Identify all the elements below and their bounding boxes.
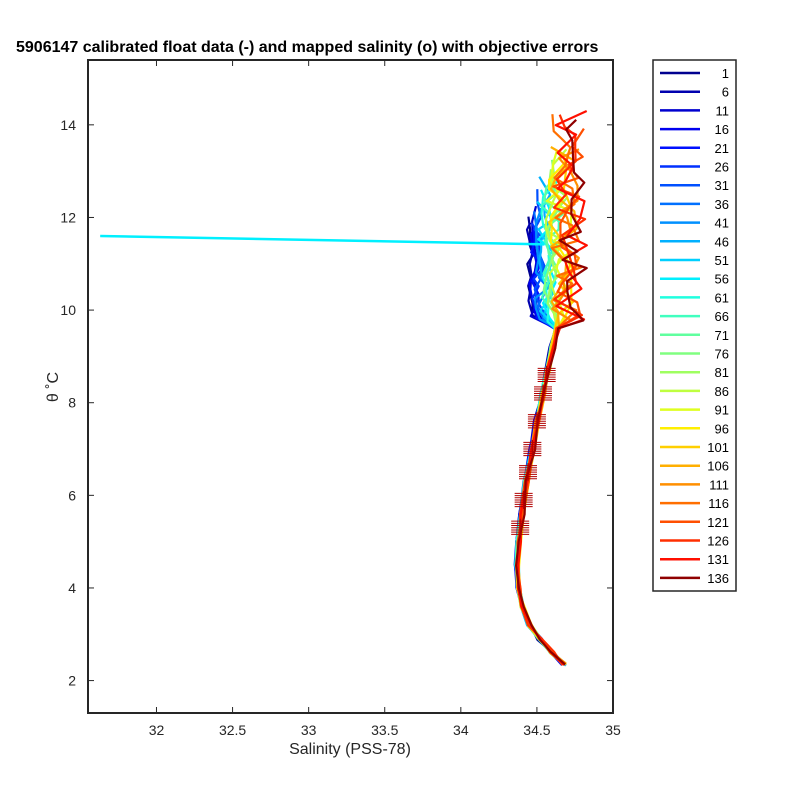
y-axis-label: θ ˚C: [45, 372, 62, 402]
legend-label: 96: [715, 421, 729, 436]
y-tick-label: 10: [60, 302, 76, 318]
legend-label: 71: [715, 328, 729, 343]
x-tick-label: 34.5: [523, 722, 550, 738]
legend-label: 81: [715, 365, 729, 380]
legend-label: 111: [709, 477, 729, 492]
legend-label: 16: [715, 122, 729, 137]
legend-label: 86: [715, 384, 729, 399]
legend-label: 106: [707, 459, 729, 474]
legend-label: 61: [715, 290, 729, 305]
legend-label: 51: [715, 253, 729, 268]
legend-box: [652, 59, 737, 592]
y-tick-label: 6: [68, 487, 76, 503]
plot-area: [88, 60, 613, 713]
outlier-segment: [100, 234, 545, 246]
x-tick-label: 33.5: [371, 722, 398, 738]
legend-label: 11: [716, 103, 730, 118]
legend-label: 66: [715, 309, 729, 324]
y-tick-label: 4: [68, 580, 76, 596]
legend-label: 136: [707, 571, 729, 586]
y-tick-label: 12: [60, 209, 76, 225]
legend-label: 131: [707, 552, 729, 567]
x-axis-label: Salinity (PSS-78): [289, 741, 411, 758]
legend-label: 116: [708, 496, 729, 511]
x-tick-label: 32: [149, 722, 165, 738]
profile-line: [515, 119, 588, 666]
legend-label: 91: [715, 403, 729, 418]
legend-label: 76: [715, 347, 729, 362]
legend-label: 31: [715, 178, 729, 193]
legend-label: 41: [715, 216, 729, 231]
y-axis: 2 4 6 8 10 12 14: [60, 117, 613, 689]
legend-label: 121: [707, 515, 729, 530]
chart-title: 5906147 calibrated float data (-) and ma…: [16, 39, 598, 56]
legend-label: 26: [715, 160, 729, 175]
y-tick-label: 14: [60, 117, 76, 133]
data-layer: [100, 109, 588, 667]
legend-label: 56: [715, 272, 729, 287]
x-tick-label: 32.5: [219, 722, 246, 738]
legend-label: 6: [722, 85, 729, 100]
legend-label: 46: [715, 234, 729, 249]
legend-label: 126: [707, 534, 729, 549]
x-tick-label: 35: [605, 722, 621, 738]
x-axis: 32 32.5 33 33.5 34 34.5 35: [149, 60, 621, 738]
legend-label: 36: [715, 197, 729, 212]
legend-label: 1: [722, 66, 729, 81]
y-tick-label: 8: [68, 395, 76, 411]
legend-label: 101: [707, 440, 729, 455]
y-tick-label: 2: [68, 673, 76, 689]
legend: 1611162126313641465156616671768186919610…: [652, 59, 737, 592]
plot-frame: [87, 59, 614, 714]
x-tick-label: 34: [453, 722, 469, 738]
legend-label: 21: [715, 141, 729, 156]
profile-line: [515, 114, 587, 666]
x-tick-label: 33: [301, 722, 317, 738]
